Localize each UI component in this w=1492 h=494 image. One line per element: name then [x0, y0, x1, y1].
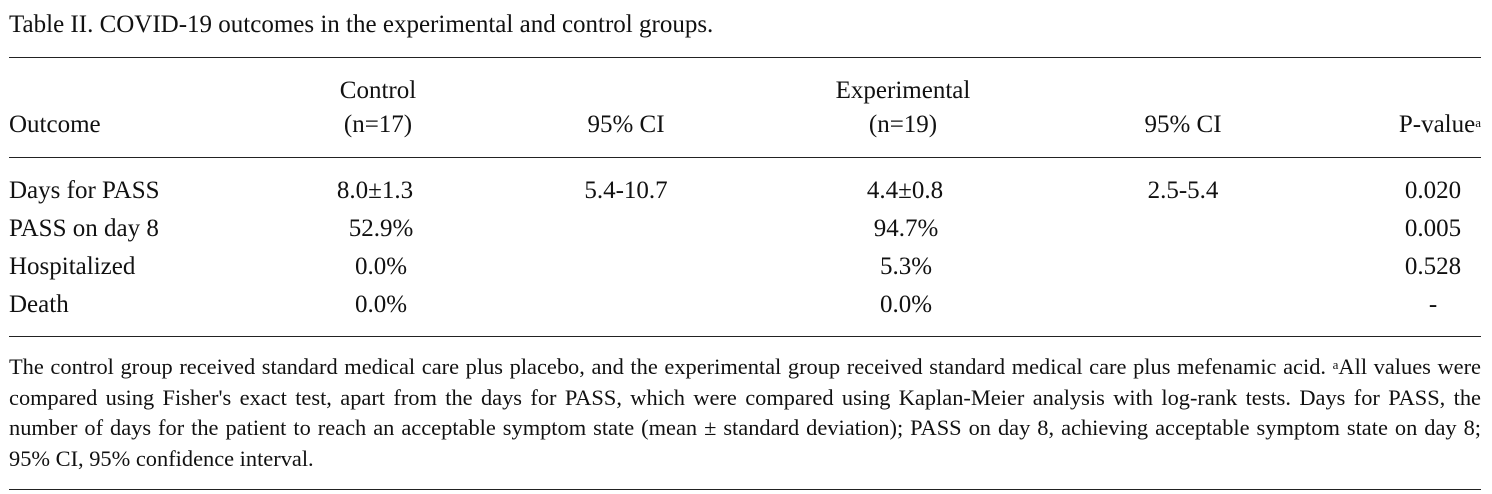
row-control: 0.0%: [354, 291, 408, 318]
row-outcome: Hospitalized: [9, 253, 136, 280]
table-caption: Table II. COVID-19 outcomes in the exper…: [9, 11, 714, 38]
footnote-text: The control group received standard medi…: [9, 352, 1481, 474]
row-experimental: 5.3%: [879, 253, 933, 280]
row-p-value: -: [1428, 291, 1438, 318]
row-p-value: 0.528: [1404, 253, 1462, 280]
row-experimental: 4.4±0.8: [866, 177, 944, 204]
table-footnote: The control group received standard medi…: [9, 352, 1481, 474]
header-ci-experimental: 95% CI: [1144, 111, 1222, 138]
header-outcome: Outcome: [9, 111, 101, 138]
header-control-title: Control: [339, 77, 417, 104]
header-experimental-title: Experimental: [835, 77, 971, 104]
row-ci-control: 5.4-10.7: [584, 177, 668, 204]
row-control: 8.0±1.3: [336, 177, 414, 204]
top-rule: [9, 57, 1481, 58]
header-experimental-n: (n=19): [868, 111, 938, 138]
header-p-value-label: P-value: [1398, 111, 1476, 138]
header-p-value: P-valuea: [1399, 108, 1481, 142]
row-p-value: 0.020: [1404, 177, 1462, 204]
row-p-value: 0.005: [1404, 215, 1462, 242]
header-rule: [9, 157, 1481, 158]
footnote-mark: a: [1332, 357, 1339, 372]
header-ci-control: 95% CI: [587, 111, 665, 138]
row-outcome: Days for PASS: [9, 177, 160, 204]
row-control: 0.0%: [354, 253, 408, 280]
footnote-part-2: All values were compared using Fisher's …: [9, 354, 1481, 471]
row-experimental: 0.0%: [879, 291, 933, 318]
footnote-rule: [9, 489, 1481, 490]
header-control-n: (n=17): [343, 111, 413, 138]
row-outcome: PASS on day 8: [9, 215, 159, 242]
bottom-rule: [9, 336, 1481, 337]
row-control: 52.9%: [348, 215, 414, 242]
row-outcome: Death: [9, 291, 69, 318]
header-p-value-footnote-mark: a: [1475, 115, 1481, 130]
row-ci-experimental: 2.5-5.4: [1147, 177, 1219, 204]
row-experimental: 94.7%: [873, 215, 939, 242]
footnote-part-1: The control group received standard medi…: [9, 354, 1333, 379]
